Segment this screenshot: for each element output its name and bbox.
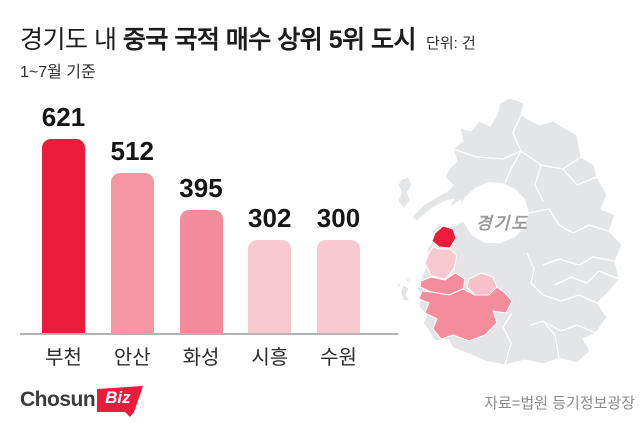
bar-value-label: 302 xyxy=(248,203,292,233)
map-region-hwaseong xyxy=(418,286,513,342)
map-region-bucheon xyxy=(431,225,457,249)
title-emphasis: 중국 국적 매수 상위 5위 도시 xyxy=(122,26,417,54)
chosunbiz-logo: Chosun Biz xyxy=(20,386,144,418)
unit-label: 단위: 건 xyxy=(426,35,476,52)
bar-value-label: 395 xyxy=(179,173,223,203)
bar-value-label: 621 xyxy=(41,102,86,132)
map-seoul-hole xyxy=(459,182,529,243)
map-coast-channel xyxy=(427,199,465,228)
logo-biz-text: Biz xyxy=(105,388,131,407)
map-region-siheung xyxy=(424,246,458,280)
source-credit: 자료=법원 등기정보광장 xyxy=(484,395,635,412)
gyeonggi-map: 경기도 xyxy=(397,97,623,366)
bar-value-label: 300 xyxy=(316,203,361,233)
bar-category-label: 안산 xyxy=(113,347,151,369)
bar-안산 xyxy=(110,173,154,335)
title-prefix: 경기도 내 xyxy=(20,26,123,54)
logo-chosun-text: Chosun xyxy=(20,388,96,411)
map-label: 경기도 xyxy=(476,214,529,233)
map-region-ansan xyxy=(419,272,466,296)
logo-biz-flag: Biz xyxy=(97,386,144,418)
bar-category-label: 시흥 xyxy=(251,347,289,369)
bar-수원 xyxy=(317,240,360,335)
bar-category-label: 부천 xyxy=(45,347,82,369)
bar-chart: 621 부천 512 안산 395 화성 302 시흥 300 수원 xyxy=(20,102,398,369)
subtitle: 1~7월 기준 xyxy=(20,64,96,81)
logo-flag-shape xyxy=(97,386,144,417)
bar-value-label: 512 xyxy=(110,136,154,166)
page-title: 경기도 내 중국 국적 매수 상위 5위 도시 단위: 건 xyxy=(20,20,476,56)
bar-시흥 xyxy=(248,240,292,335)
bar-부천 xyxy=(42,139,85,335)
bar-category-label: 수원 xyxy=(320,347,357,369)
bar-화성 xyxy=(179,210,223,335)
x-axis-line xyxy=(20,333,398,335)
bar-category-label: 화성 xyxy=(182,347,220,369)
map-islands xyxy=(397,176,413,302)
